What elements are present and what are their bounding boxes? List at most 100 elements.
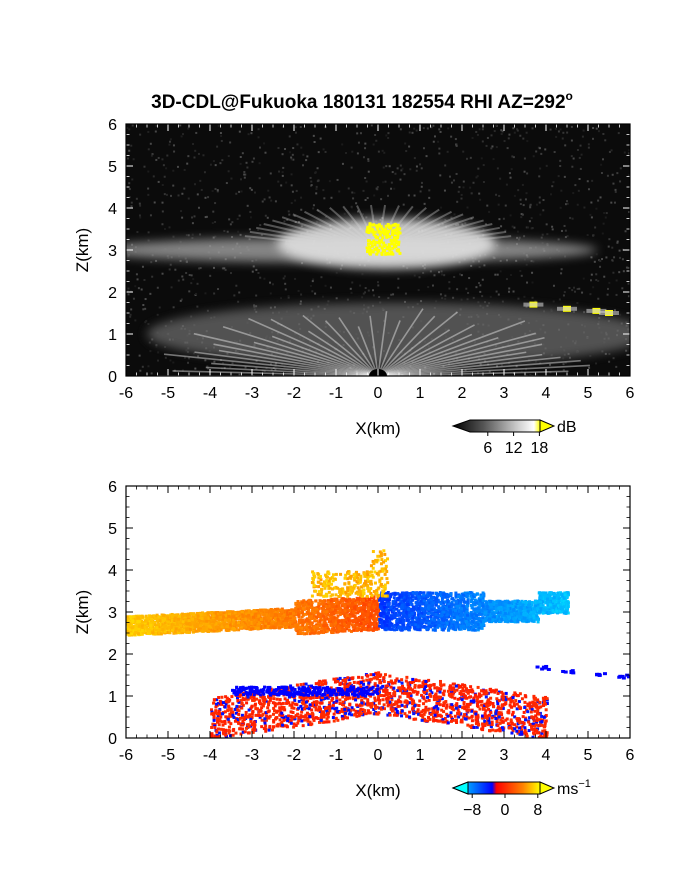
- noise-pixel: [531, 281, 534, 284]
- velocity-pixel: [332, 603, 336, 607]
- velocity-pixel: [149, 626, 153, 630]
- noise-pixel: [229, 141, 232, 144]
- velocity-pixel: [322, 623, 326, 627]
- noise-pixel: [197, 206, 200, 209]
- noise-pixel: [147, 193, 150, 196]
- noise-pixel: [455, 172, 458, 175]
- noise-pixel: [188, 274, 191, 277]
- velocity-pixel: [341, 610, 345, 614]
- velocity-pixel: [333, 605, 337, 609]
- noise-pixel: [589, 213, 592, 216]
- velocity-pixel: [173, 616, 177, 620]
- velocity-pixel: [212, 629, 216, 633]
- noise-pixel: [346, 298, 349, 301]
- velocity-pixel: [301, 613, 305, 617]
- noise-pixel: [293, 214, 296, 217]
- noise-pixel: [238, 214, 241, 217]
- noise-pixel: [498, 218, 501, 221]
- high-intensity-pixel: [379, 239, 383, 243]
- velocity-pixel: [320, 623, 324, 627]
- velocity-pixel: [375, 627, 379, 631]
- noise-pixel: [260, 233, 263, 236]
- noise-pixel: [496, 365, 499, 368]
- high-intensity-pixel: [374, 240, 378, 244]
- noise-pixel: [292, 147, 295, 150]
- noise-pixel: [606, 293, 609, 296]
- noise-pixel: [532, 260, 535, 263]
- velocity-pixel: [348, 615, 352, 619]
- core-streak: [249, 230, 379, 251]
- velocity-pixel: [211, 623, 215, 627]
- noise-pixel: [476, 175, 479, 178]
- noise-pixel: [173, 150, 176, 153]
- velocity-pixel: [141, 615, 145, 619]
- noise-pixel: [526, 140, 529, 143]
- velocity-pixel: [202, 622, 206, 626]
- velocity-pixel: [353, 626, 357, 630]
- velocity-pixel: [304, 600, 308, 604]
- noise-pixel: [297, 289, 300, 292]
- velocity-pixel: [232, 618, 236, 622]
- noise-pixel: [564, 229, 567, 232]
- velocity-pixel: [319, 616, 323, 620]
- velocity-pixel: [287, 623, 291, 627]
- velocity-pixel: [346, 602, 350, 606]
- high-intensity-pixel: [367, 228, 371, 232]
- velocity-pixel: [189, 624, 193, 628]
- velocity-pixel: [352, 628, 356, 632]
- noise-pixel: [164, 345, 167, 348]
- noise-pixel: [314, 292, 317, 295]
- noise-pixel: [397, 286, 400, 289]
- velocity-pixel: [418, 604, 422, 608]
- velocity-pixel: [163, 621, 167, 625]
- noise-pixel: [580, 153, 583, 156]
- velocity-pixel: [298, 625, 302, 629]
- velocity-pixel: [205, 619, 209, 623]
- velocity-pixel: [183, 618, 187, 622]
- noise-pixel: [519, 198, 522, 201]
- high-intensity-pixel: [377, 248, 381, 252]
- noise-pixel: [551, 228, 554, 231]
- velocity-pixel: [376, 606, 380, 610]
- noise-pixel: [197, 152, 200, 155]
- noise-pixel: [595, 253, 598, 256]
- high-intensity-pixel: [396, 236, 400, 240]
- noise-pixel: [409, 168, 412, 171]
- velocity-pixel: [260, 626, 264, 630]
- noise-pixel: [200, 188, 203, 191]
- velocity-pixel: [126, 628, 130, 632]
- noise-pixel: [579, 167, 582, 170]
- velocity-pixel: [250, 621, 254, 625]
- velocity-pixel: [376, 603, 380, 607]
- velocity-pixel: [297, 621, 301, 625]
- noise-pixel: [180, 135, 183, 138]
- noise-pixel: [290, 202, 293, 205]
- noise-pixel: [568, 287, 571, 290]
- noise-pixel: [183, 187, 186, 190]
- noise-pixel: [404, 142, 407, 145]
- noise-pixel: [364, 291, 367, 294]
- noise-pixel: [185, 234, 188, 237]
- noise-pixel: [429, 270, 432, 273]
- noise-pixel: [269, 363, 272, 366]
- velocity-pixel: [293, 616, 297, 620]
- noise-pixel: [605, 212, 608, 215]
- noise-pixel: [231, 362, 234, 365]
- noise-pixel: [525, 305, 528, 308]
- velocity-pixel: [307, 602, 311, 606]
- velocity-pixel: [163, 629, 167, 633]
- noise-pixel: [477, 260, 480, 263]
- noise-pixel: [438, 271, 441, 274]
- velocity-pixel: [206, 629, 210, 633]
- velocity-pixel: [344, 606, 348, 610]
- noise-pixel: [253, 305, 256, 308]
- noise-pixel: [322, 295, 325, 298]
- velocity-pixel: [452, 603, 456, 607]
- velocity-pixel: [198, 615, 202, 619]
- noise-pixel: [599, 196, 602, 199]
- velocity-pixel: [337, 604, 341, 608]
- noise-pixel: [130, 205, 133, 208]
- velocity-pixel: [189, 612, 193, 616]
- noise-pixel: [372, 294, 375, 297]
- noise-pixel: [531, 127, 534, 130]
